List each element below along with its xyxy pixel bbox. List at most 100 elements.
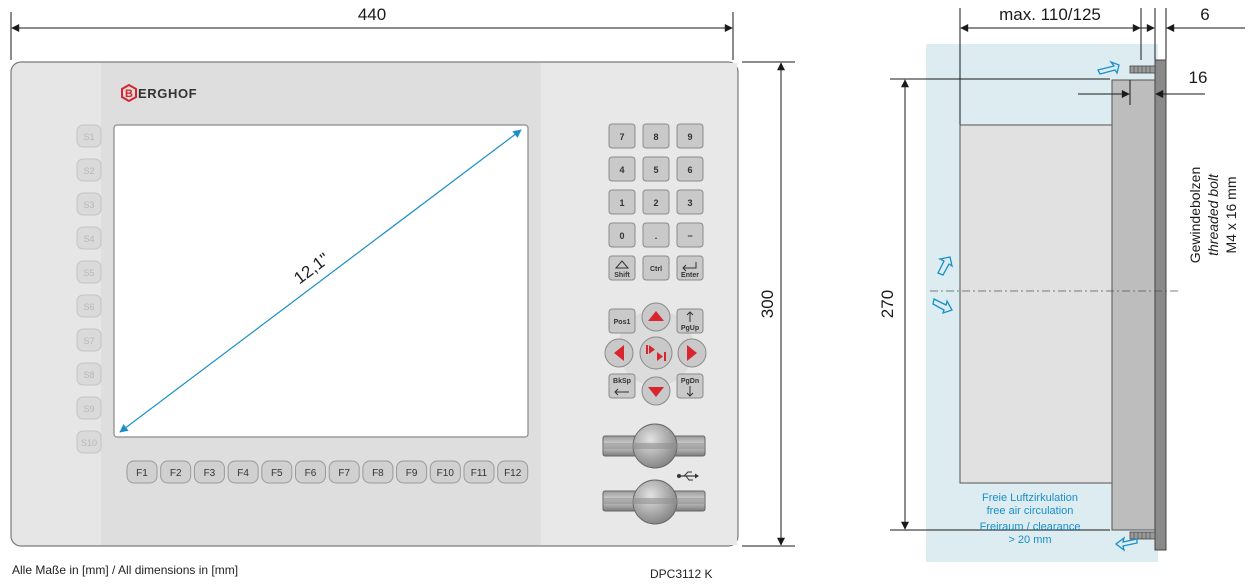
keypad-key[interactable]: 6 — [676, 156, 704, 182]
soft-key-s8[interactable]: S8 — [76, 362, 102, 386]
arrow-up-icon — [648, 311, 664, 321]
keypad-key-label: 7 — [619, 132, 624, 142]
shift-key[interactable]: Shift — [608, 255, 636, 281]
keypad-key[interactable]: 7 — [608, 123, 636, 149]
function-key-label: F2 — [170, 468, 182, 479]
shift-label: Shift — [614, 272, 630, 279]
keypad-key-label: 3 — [687, 198, 692, 208]
function-key-label: F5 — [271, 468, 283, 479]
soft-key-s1[interactable]: S1 — [76, 124, 102, 148]
soft-key-s5[interactable]: S5 — [76, 260, 102, 284]
pgdn-label: PgDn — [681, 378, 699, 385]
display-screen: 12,1" — [113, 124, 529, 438]
soft-key-s9[interactable]: S9 — [76, 396, 102, 420]
threaded-bolt-bottom — [1129, 531, 1156, 540]
function-key-label: F10 — [437, 468, 455, 479]
function-key-label: F3 — [204, 468, 216, 479]
keypad-key-label: . — [655, 231, 658, 241]
function-key-f1[interactable]: F1 — [126, 460, 158, 484]
keypad-key-label: 4 — [619, 165, 624, 175]
soft-key-s7[interactable]: S7 — [76, 328, 102, 352]
numeric-keypad: 7 8 9 4 5 6 1 2 3 0. − — [608, 123, 704, 248]
function-key-f7[interactable]: F7 — [328, 460, 360, 484]
bolt-label-de: Gewindebolzen — [1187, 167, 1203, 264]
pgdn-key[interactable]: PgDn — [676, 373, 704, 399]
soft-key-s2[interactable]: S2 — [76, 158, 102, 182]
depth-dimension: max. 110/125 — [959, 5, 1142, 125]
logo-text: ERGHOF — [138, 86, 197, 101]
bolt-label-size: M4 x 16 mm — [1223, 176, 1239, 253]
bolt-length-dimension: 16 — [1078, 68, 1207, 105]
airflow-line-3: Freiraum / clearance — [980, 521, 1081, 533]
function-key-f9[interactable]: F9 — [396, 460, 428, 484]
usb-icon — [677, 471, 699, 481]
function-key-f2[interactable]: F2 — [160, 460, 192, 484]
pos1-label: Pos1 — [614, 319, 631, 326]
function-key-label: F8 — [372, 468, 384, 479]
function-key-f10[interactable]: F10 — [429, 460, 461, 484]
keypad-key[interactable]: 1 — [608, 189, 636, 215]
pgup-key[interactable]: PgUp — [676, 308, 704, 334]
ctrl-key[interactable]: Ctrl — [642, 255, 670, 281]
keypad-key-label: 6 — [687, 165, 692, 175]
keypad-key[interactable]: 3 — [676, 189, 704, 215]
keypad-key-label: − — [687, 231, 692, 241]
function-key-label: F1 — [136, 468, 148, 479]
arrow-right-icon — [687, 345, 697, 361]
keypad-key[interactable]: 2 — [642, 189, 670, 215]
function-key-f6[interactable]: F6 — [295, 460, 326, 484]
skip-end-icon — [657, 352, 663, 361]
drive-slot-lower[interactable] — [602, 479, 706, 525]
depth-label: max. 110/125 — [999, 5, 1101, 24]
modifier-keys: Shift Ctrl Enter — [608, 255, 704, 281]
center-skip-key[interactable] — [639, 336, 673, 370]
soft-key-label: S1 — [83, 132, 94, 142]
function-key-f5[interactable]: F5 — [261, 460, 293, 484]
housing-side — [959, 59, 1167, 551]
navigation-cluster: Pos1 PgUp BkSp PgDn — [604, 302, 707, 406]
arrow-right-key[interactable] — [677, 338, 707, 368]
soft-key-label: S8 — [83, 370, 94, 380]
keypad-key[interactable]: 4 — [608, 156, 636, 182]
function-key-f4[interactable]: F4 — [227, 460, 259, 484]
width-label: 440 — [358, 5, 386, 24]
pos1-key[interactable]: Pos1 — [608, 308, 636, 334]
soft-key-label: S4 — [83, 234, 94, 244]
brand-logo: B ERGHOF — [121, 83, 197, 103]
keypad-key[interactable]: . — [642, 222, 670, 248]
function-key-f11[interactable]: F11 — [463, 460, 495, 484]
soft-key-label: S7 — [83, 336, 94, 346]
keypad-key-label: 9 — [687, 132, 692, 142]
bolt-label: Gewindebolzen threaded bolt M4 x 16 mm — [1187, 167, 1239, 264]
airflow-arrow-left-upper — [937, 256, 953, 276]
drive-slot-upper[interactable] — [602, 423, 706, 469]
airflow-arrow-left-lower — [932, 298, 953, 315]
model-label: DPC3112 K — [650, 567, 712, 581]
arrow-left-key[interactable] — [604, 338, 634, 368]
cutout-height-label: 270 — [878, 290, 897, 318]
keypad-key-label: 1 — [619, 198, 624, 208]
soft-key-s4[interactable]: S4 — [76, 226, 102, 250]
arrow-up-key[interactable] — [641, 302, 671, 332]
enter-key[interactable]: Enter — [676, 255, 704, 281]
function-key-f8[interactable]: F8 — [362, 460, 394, 484]
skip-start-icon — [649, 345, 655, 354]
arrow-down-icon — [648, 387, 664, 397]
keypad-key[interactable]: 0 — [608, 222, 636, 248]
bksp-key[interactable]: BkSp — [608, 373, 636, 399]
keypad-key[interactable]: 5 — [642, 156, 670, 182]
soft-key-label: S9 — [83, 404, 94, 414]
airflow-note: Freie Luftzirkulation free air circulati… — [980, 492, 1081, 546]
keypad-key[interactable]: − — [676, 222, 704, 248]
soft-key-s6[interactable]: S6 — [76, 294, 102, 318]
keypad-key-label: 2 — [653, 198, 658, 208]
soft-key-s10[interactable]: S10 — [76, 430, 102, 454]
soft-key-s3[interactable]: S3 — [76, 192, 102, 216]
function-key-f3[interactable]: F3 — [193, 460, 225, 484]
keypad-key[interactable]: 8 — [642, 123, 670, 149]
keypad-key[interactable]: 9 — [676, 123, 704, 149]
arrow-down-key[interactable] — [641, 376, 671, 406]
function-key-label: F6 — [305, 468, 317, 479]
function-key-f12[interactable]: F12 — [497, 460, 529, 484]
